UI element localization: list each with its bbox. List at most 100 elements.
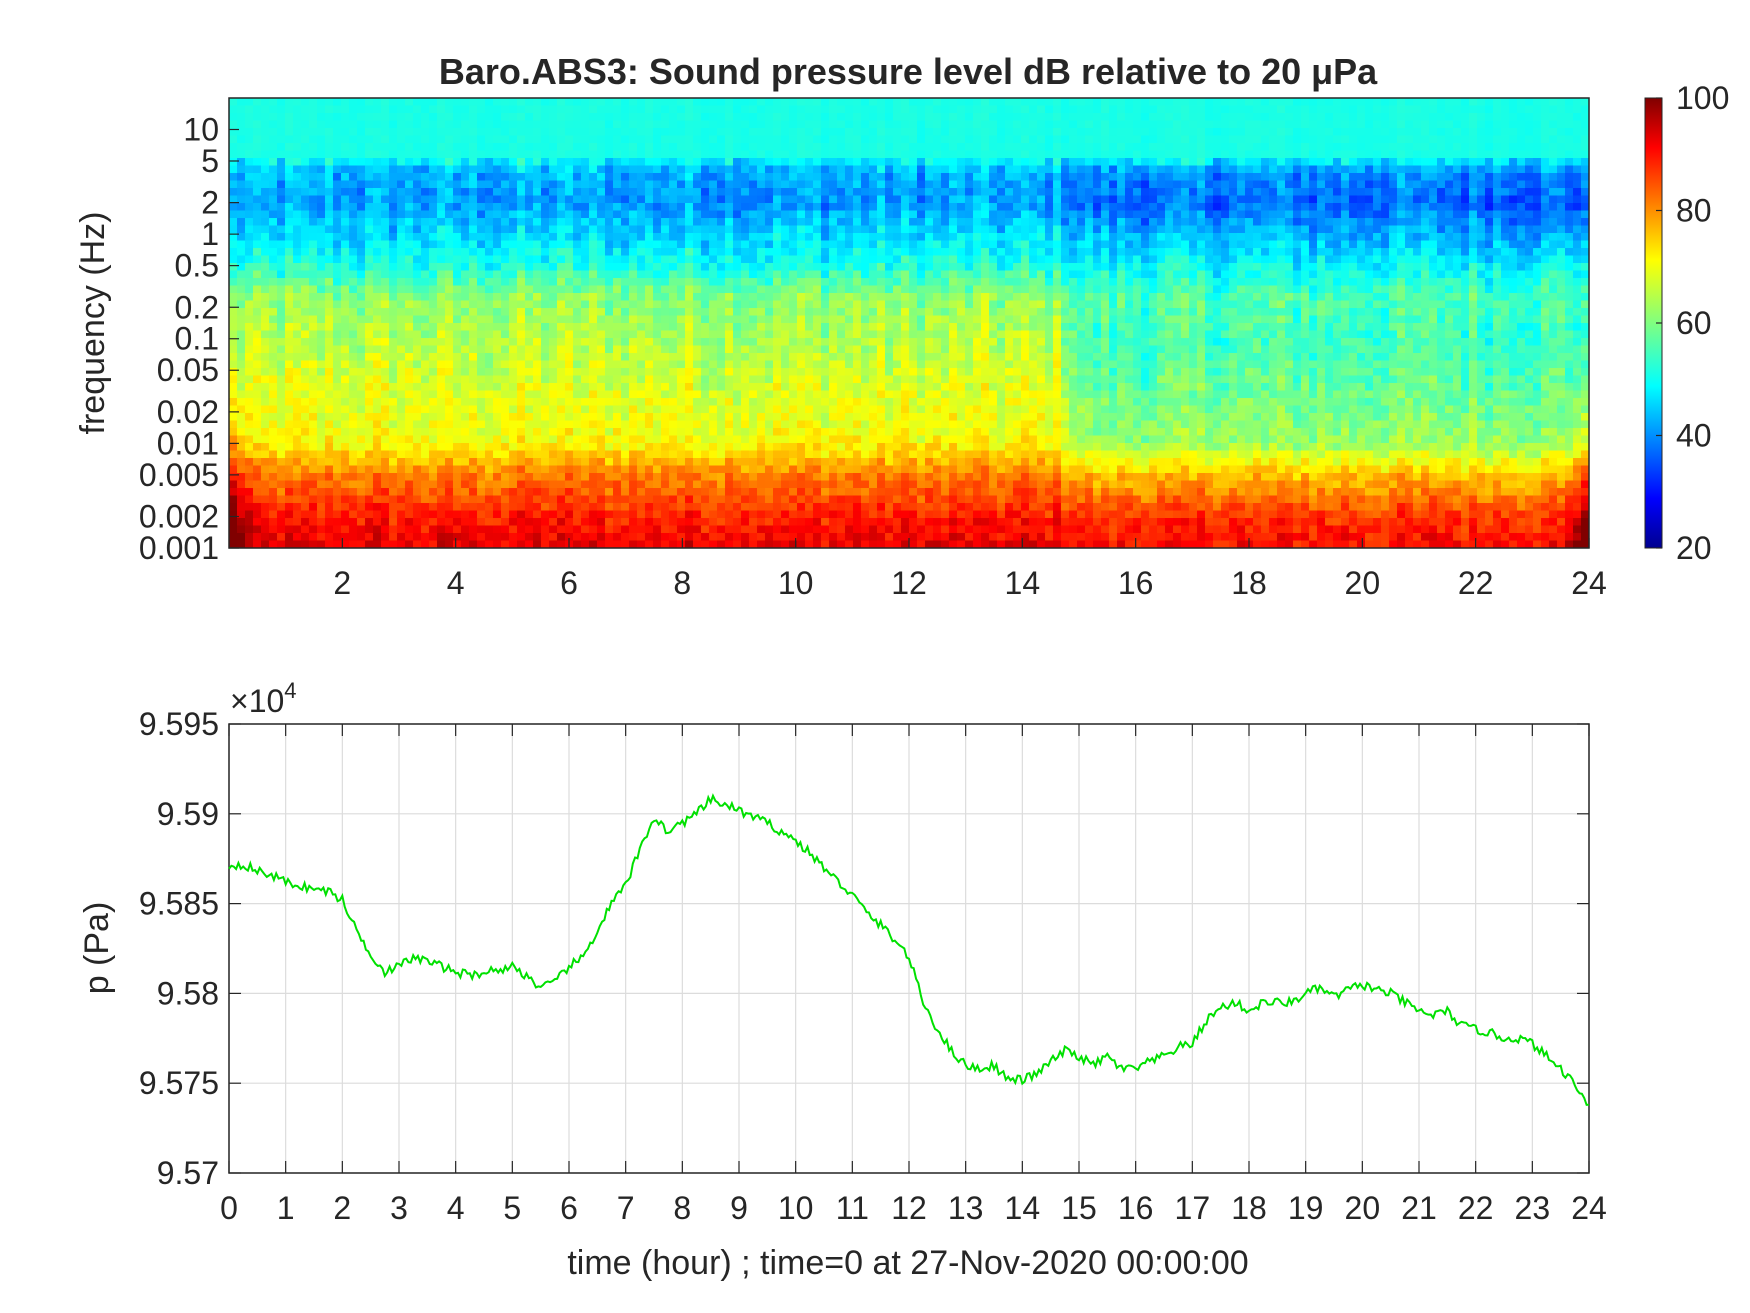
spectrogram-cell	[549, 488, 558, 497]
spectrogram-cell	[301, 323, 310, 332]
spectrogram-cell	[845, 270, 854, 279]
spectrogram-cell	[613, 240, 622, 249]
spectrogram-cell	[317, 368, 326, 377]
spectrogram-cell	[557, 368, 566, 377]
spectrogram-cell	[285, 435, 294, 444]
spectrogram-cell	[389, 293, 398, 302]
spectrogram-cell	[357, 165, 366, 174]
spectrogram-cell	[469, 173, 478, 182]
spectrogram-cell	[285, 203, 294, 212]
spectrogram-cell	[869, 188, 878, 197]
spectrogram-cell	[645, 233, 654, 242]
spectrogram-cell	[685, 398, 694, 407]
spectrogram-cell	[573, 525, 582, 534]
spectrogram-cell	[445, 263, 454, 272]
spectrogram-cell	[365, 443, 374, 452]
spectrogram-cell	[517, 413, 526, 422]
spectrogram-cell	[365, 540, 374, 548]
spectrogram-cell	[645, 105, 654, 114]
spectrogram-cell	[645, 218, 654, 227]
spectrogram-cell	[557, 188, 566, 197]
spectrogram-cell	[741, 210, 750, 219]
spectrogram-cell	[773, 368, 782, 377]
spectrogram-cell	[757, 510, 766, 519]
spectrogram-cell	[301, 383, 310, 392]
spectrogram-cell	[293, 105, 302, 114]
spectrogram-cell	[589, 270, 598, 279]
spectrogram-cell	[381, 98, 390, 107]
spectrogram-cell	[285, 210, 294, 219]
spectrogram-cell	[757, 203, 766, 212]
spectrogram-cell	[829, 203, 838, 212]
spectrogram-cell	[365, 518, 374, 527]
spectrogram-cell	[693, 150, 702, 159]
spectrogram-cell	[541, 143, 550, 152]
spectrogram-cell	[325, 540, 334, 548]
spectrogram-cell	[605, 323, 614, 332]
spectrogram-cell	[653, 450, 662, 459]
spectrogram-cell	[629, 98, 638, 107]
spectrogram-cell	[861, 338, 870, 347]
spectrogram-cell	[341, 518, 350, 527]
spectrogram-cell	[397, 203, 406, 212]
spectrogram-cell	[389, 135, 398, 144]
spectrogram-cell	[837, 270, 846, 279]
spectrogram-cell	[725, 120, 734, 129]
spectrogram-cell	[317, 143, 326, 152]
spectrogram-cell	[493, 488, 502, 497]
spectrogram-cell	[501, 405, 510, 414]
spectrogram-cell	[357, 158, 366, 167]
spectrogram-cell	[381, 270, 390, 279]
spectrogram-cell	[733, 180, 742, 189]
spectrogram-cell	[349, 180, 358, 189]
spectrogram-cell	[469, 113, 478, 122]
spectrogram-cell	[629, 480, 638, 489]
spectrogram-cell	[549, 293, 558, 302]
spectrogram-cell	[397, 375, 406, 384]
spectrogram-cell	[429, 285, 438, 294]
spectrogram-cell	[413, 300, 422, 309]
spectrogram-cell	[621, 495, 630, 504]
spectrogram-cell	[693, 390, 702, 399]
spectrogram-cell	[629, 450, 638, 459]
spectrogram-cell	[805, 353, 814, 362]
spectrogram-cell	[381, 435, 390, 444]
spectrogram-cell	[613, 413, 622, 422]
spectrogram-cell	[333, 413, 342, 422]
spectrogram-cell	[373, 263, 382, 272]
spectrogram-cell	[789, 218, 798, 227]
spectrogram-cell	[549, 105, 558, 114]
spectrogram-cell	[877, 420, 886, 429]
spectrogram-cell	[565, 360, 574, 369]
spectrogram-cell	[773, 495, 782, 504]
spectrogram-cell	[557, 435, 566, 444]
spectrogram-cell	[277, 383, 286, 392]
spectrogram-cell	[461, 533, 470, 542]
spectrogram-cell	[885, 218, 894, 227]
spectrogram-cell	[469, 203, 478, 212]
spectrogram-cell	[685, 120, 694, 129]
spectrogram-cell	[885, 203, 894, 212]
spectrogram-cell	[381, 135, 390, 144]
spectrogram-cell	[245, 323, 254, 332]
spectrogram-cell	[509, 398, 518, 407]
spectrogram-cell	[829, 315, 838, 324]
spectrogram-cell	[709, 150, 718, 159]
spectrogram-cell	[325, 353, 334, 362]
spectrogram-cell	[789, 480, 798, 489]
spectrogram-cell	[493, 285, 502, 294]
spectrogram-cell	[253, 375, 262, 384]
spectrogram-cell	[509, 128, 518, 137]
spectrogram-cell	[749, 518, 758, 527]
spectrogram-cell	[453, 98, 462, 107]
spectrogram-cell	[829, 285, 838, 294]
spectrogram-cell	[773, 120, 782, 129]
spectrogram-cell	[549, 353, 558, 362]
spectrogram-cell	[573, 225, 582, 234]
spectrogram-cell	[517, 315, 526, 324]
spectrogram-cell	[509, 540, 518, 548]
spectrogram-cell	[301, 248, 310, 257]
spectrogram-cell	[709, 360, 718, 369]
spectrogram-cell	[549, 338, 558, 347]
spectrogram-cell	[405, 158, 414, 167]
